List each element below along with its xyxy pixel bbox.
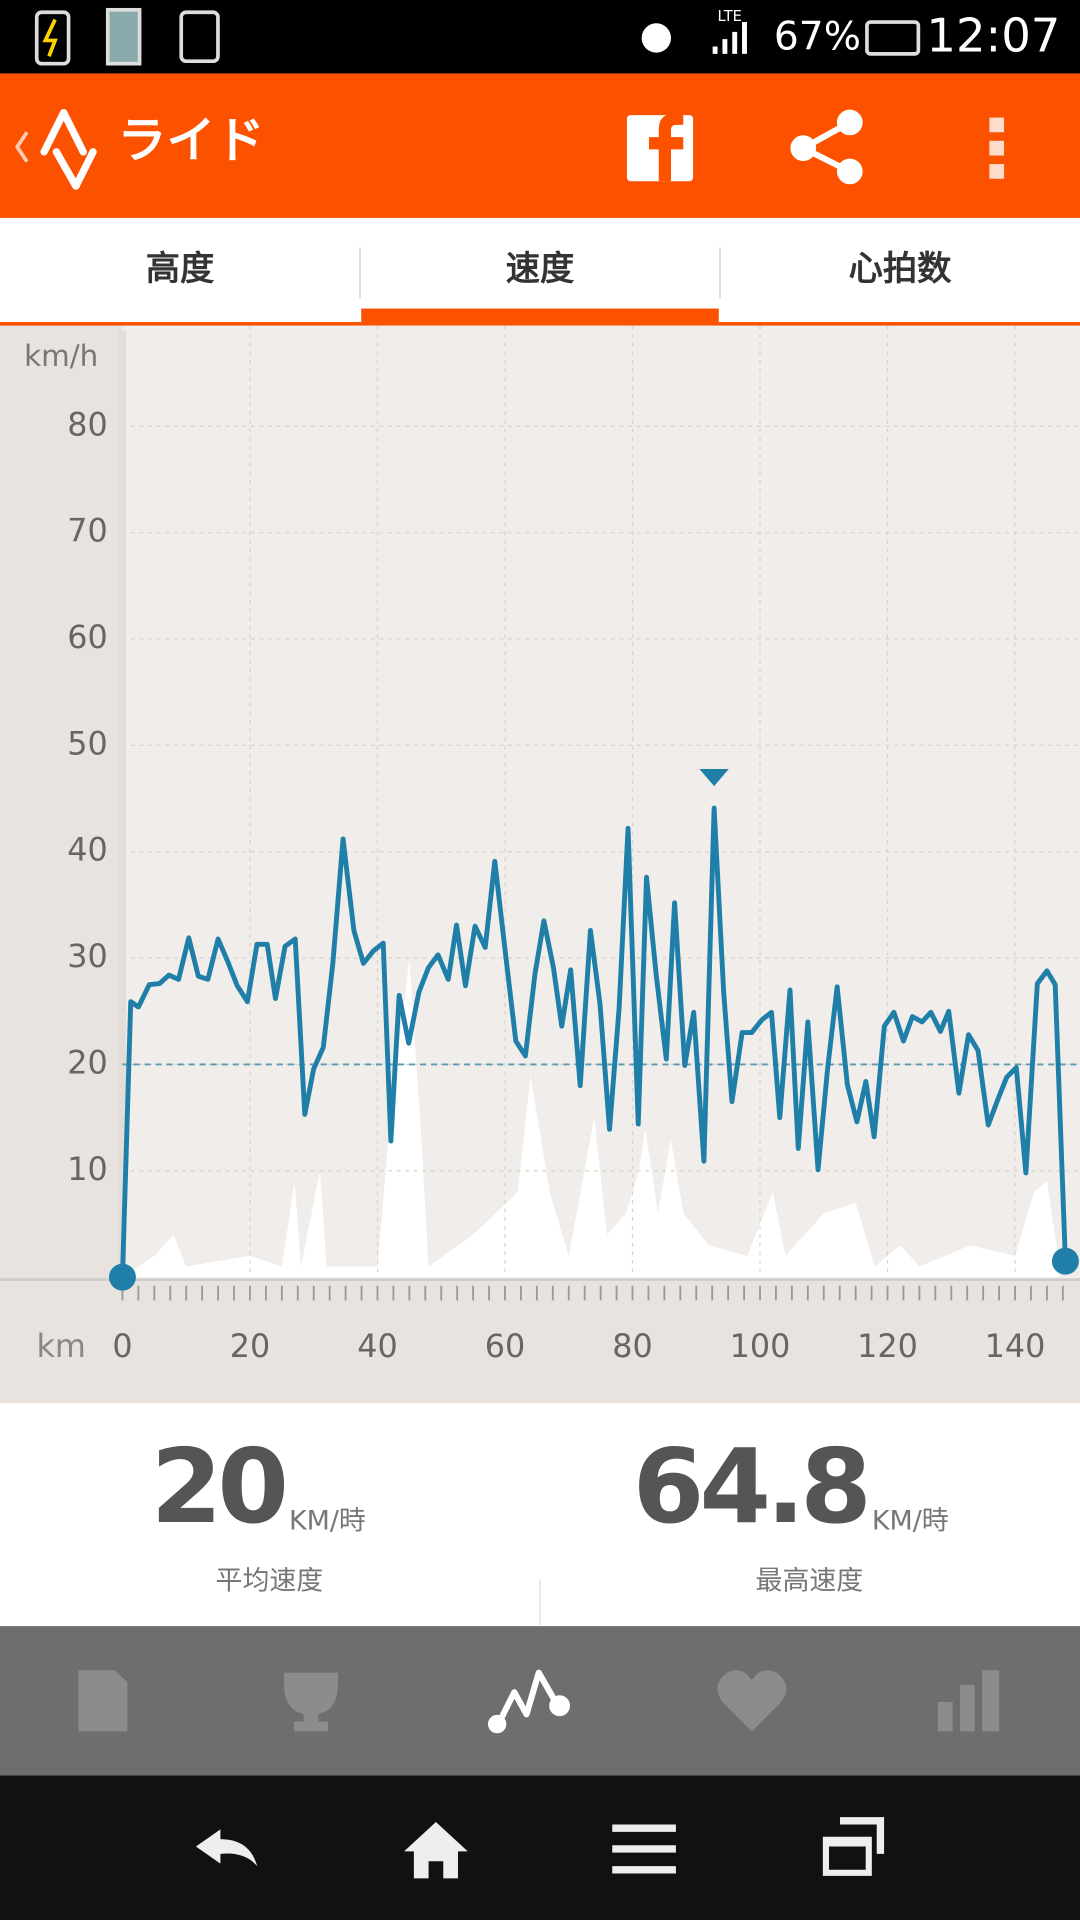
- nav-recent[interactable]: [822, 1817, 885, 1876]
- x-tick-label: 60: [485, 1327, 526, 1365]
- nav-bar: [0, 1775, 1080, 1920]
- app-bar: [0, 73, 1080, 218]
- y-tick-label: 20: [67, 1043, 108, 1081]
- x-tick-label: 20: [230, 1327, 271, 1365]
- chart: 10 20 30 40 50 60 70 80 0 20 40 60 80 100 120 140: [0, 325, 1080, 1365]
- stat-value: 64.8: [633, 1428, 867, 1547]
- clock: 12:07: [926, 9, 1060, 63]
- y-tick-label: 30: [67, 937, 108, 975]
- y-tick-label: 50: [67, 724, 108, 762]
- x-tick-label: 80: [612, 1327, 653, 1365]
- bottom-tab-bar: [0, 1626, 1080, 1776]
- y-unit: km/h: [24, 339, 98, 373]
- x-tick-label: 100: [730, 1327, 791, 1365]
- bottom-tab-icons: [78, 1670, 1000, 1732]
- battery-percent: 67%: [774, 15, 861, 60]
- back-button[interactable]: [15, 108, 97, 190]
- x-tick-label: 0: [112, 1327, 132, 1365]
- stat-unit: KM/時: [872, 1506, 949, 1537]
- analysis-tab[interactable]: [487, 1669, 570, 1734]
- trophy-tab[interactable]: [284, 1672, 338, 1732]
- tab[interactable]: 速度: [506, 249, 575, 289]
- y-tick-label: 80: [67, 405, 108, 443]
- x-tick-label: 120: [857, 1327, 918, 1365]
- app-title: ライド: [118, 112, 265, 169]
- menu-button[interactable]: [989, 117, 1005, 179]
- stat-unit: KM/時: [289, 1506, 366, 1537]
- endpoint-marker: [108, 1263, 136, 1291]
- tab[interactable]: 心拍数: [849, 249, 953, 289]
- max-marker: [699, 768, 729, 787]
- x-tick-label: 40: [357, 1327, 398, 1365]
- tab-underline: [0, 322, 1080, 326]
- x-unit: km: [37, 1327, 86, 1365]
- stat-value: 20: [151, 1428, 285, 1547]
- background-area: [122, 958, 1060, 1278]
- nav-buttons: [195, 1817, 885, 1879]
- stats-tab[interactable]: [937, 1670, 1000, 1732]
- endpoint-marker: [1051, 1247, 1079, 1275]
- tab[interactable]: 高度: [146, 249, 215, 289]
- tab-indicator: [361, 308, 719, 325]
- y-tick-label: 60: [67, 618, 108, 656]
- nav-home[interactable]: [404, 1822, 468, 1879]
- y-tick-label: 70: [67, 512, 108, 550]
- feed-tab[interactable]: [78, 1670, 128, 1732]
- stat-label: 最高速度: [756, 1566, 864, 1597]
- stat-label: 平均速度: [216, 1566, 324, 1597]
- y-tick-label: 10: [67, 1150, 108, 1188]
- plot-area: [122, 325, 1080, 1279]
- tab-bar: [0, 217, 1080, 325]
- x-tick-label: 140: [985, 1327, 1046, 1365]
- nav-menu[interactable]: [612, 1824, 676, 1874]
- heart-tab[interactable]: [717, 1670, 787, 1732]
- facebook-button[interactable]: [626, 113, 694, 182]
- network: LTE: [718, 8, 742, 25]
- nav-back[interactable]: [195, 1829, 258, 1867]
- status-icons: [34, 7, 921, 66]
- speed-line: [120, 805, 1068, 1278]
- share-button[interactable]: [790, 109, 863, 185]
- y-tick-label: 40: [67, 831, 108, 869]
